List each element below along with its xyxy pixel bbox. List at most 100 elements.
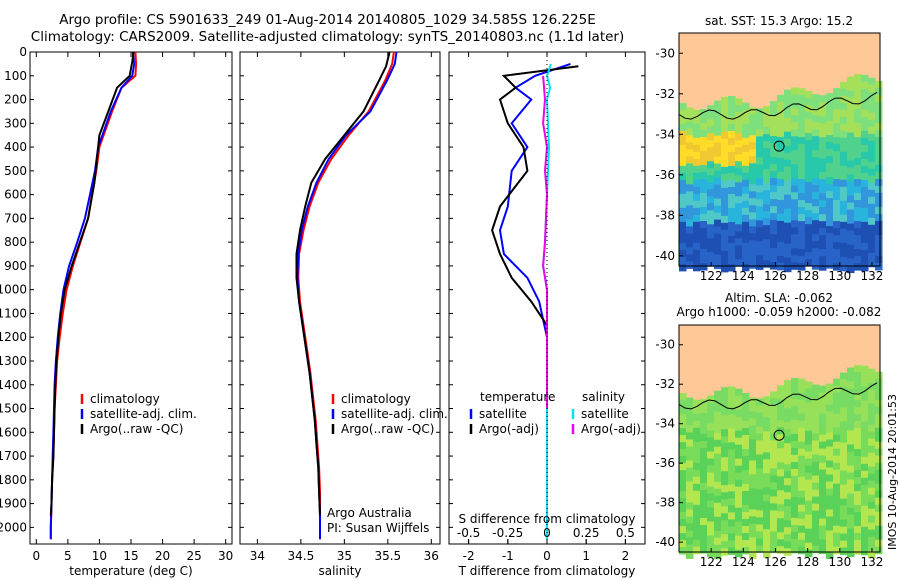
grid-cell bbox=[798, 200, 806, 208]
grid-cell bbox=[791, 143, 799, 151]
grid-cell bbox=[854, 421, 862, 429]
grid-cell bbox=[756, 108, 764, 116]
grid-cell bbox=[819, 462, 827, 471]
grid-cell bbox=[791, 503, 799, 512]
grid-cell bbox=[847, 111, 855, 120]
grid-cell bbox=[784, 499, 792, 507]
grid-cell bbox=[735, 245, 743, 253]
grid-cell bbox=[707, 486, 715, 494]
grid-cell bbox=[679, 505, 687, 513]
grid-cell bbox=[868, 203, 876, 212]
grid-cell bbox=[693, 497, 701, 506]
grid-cell bbox=[693, 406, 701, 415]
grid-cell bbox=[777, 462, 785, 470]
grid-cell bbox=[721, 499, 729, 507]
grid-cell bbox=[854, 165, 862, 173]
grid-cell bbox=[826, 93, 834, 101]
grid-cell bbox=[805, 458, 813, 467]
grid-cell bbox=[707, 203, 715, 211]
grid-cell bbox=[707, 126, 715, 134]
grid-cell bbox=[805, 119, 813, 127]
grid-cell bbox=[791, 454, 799, 463]
grid-cell bbox=[798, 179, 806, 187]
map-y-tick-label: -38 bbox=[655, 496, 675, 510]
grid-cell bbox=[763, 211, 771, 219]
grid-cell bbox=[784, 408, 792, 416]
grid-cell bbox=[805, 168, 813, 176]
grid-cell bbox=[854, 95, 862, 103]
grid-cell bbox=[679, 214, 687, 223]
grid-cell bbox=[854, 372, 862, 380]
grid-cell bbox=[861, 505, 869, 514]
grid-cell bbox=[728, 110, 736, 118]
grid-cell bbox=[742, 435, 750, 443]
y-tick-label: 1800 bbox=[0, 473, 27, 487]
grid-cell bbox=[826, 446, 834, 454]
grid-cell bbox=[812, 412, 820, 421]
grid-cell bbox=[707, 252, 715, 260]
grid-cell bbox=[805, 238, 813, 246]
grid-cell bbox=[854, 151, 862, 159]
grid-cell bbox=[749, 114, 757, 122]
grid-cell bbox=[679, 435, 687, 443]
grid-cell bbox=[805, 451, 813, 460]
grid-cell bbox=[749, 481, 757, 489]
grid-cell bbox=[714, 418, 722, 427]
grid-cell bbox=[826, 404, 834, 412]
grid-cell bbox=[791, 115, 799, 123]
grid-cell bbox=[728, 498, 736, 506]
grid-cell bbox=[861, 484, 869, 493]
grid-cell bbox=[805, 395, 813, 404]
grid-cell bbox=[826, 383, 834, 391]
grid-cell bbox=[854, 144, 862, 152]
grid-cell bbox=[728, 215, 736, 223]
grid-cell bbox=[819, 200, 827, 208]
y-tick-label: 500 bbox=[4, 164, 27, 178]
grid-cell bbox=[735, 514, 743, 523]
grid-cell bbox=[868, 105, 876, 114]
grid-cell bbox=[693, 532, 701, 541]
grid-cell bbox=[854, 442, 862, 450]
grid-cell bbox=[868, 529, 876, 538]
grid-cell bbox=[770, 426, 778, 434]
grid-cell bbox=[826, 128, 834, 136]
grid-cell bbox=[868, 543, 876, 552]
grid-cell bbox=[812, 192, 820, 200]
legend-title: salinity bbox=[582, 390, 625, 404]
grid-cell bbox=[763, 403, 771, 411]
grid-cell bbox=[777, 255, 785, 264]
grid-cell bbox=[735, 154, 743, 162]
grid-cell bbox=[805, 430, 813, 439]
x-tick-label: 35.5 bbox=[374, 549, 401, 563]
grid-cell bbox=[861, 81, 869, 90]
x-tick-label: -2 bbox=[463, 549, 475, 563]
grid-cell bbox=[861, 116, 869, 125]
grid-cell bbox=[700, 193, 708, 201]
grid-cell bbox=[707, 231, 715, 239]
grid-cell bbox=[840, 249, 848, 258]
grid-cell bbox=[791, 164, 799, 172]
grid-cell bbox=[700, 413, 708, 421]
grid-cell bbox=[721, 450, 729, 458]
grid-cell bbox=[749, 544, 757, 552]
grid-cell bbox=[826, 184, 834, 192]
grid-cell bbox=[826, 516, 834, 524]
grid-cell bbox=[756, 115, 764, 123]
grid-cell bbox=[798, 427, 806, 436]
grid-cell bbox=[812, 171, 820, 179]
grid-cell bbox=[721, 145, 729, 154]
grid-cell bbox=[700, 427, 708, 435]
grid-cell bbox=[812, 150, 820, 158]
grid-cell bbox=[798, 214, 806, 222]
grid-cell bbox=[707, 105, 715, 113]
grid-cell bbox=[686, 261, 694, 269]
grid-cell bbox=[875, 441, 883, 450]
grid-cell bbox=[693, 179, 701, 188]
grid-cell bbox=[763, 508, 771, 516]
x-tick-label: 36 bbox=[424, 549, 439, 563]
grid-cell bbox=[770, 419, 778, 427]
grid-cell bbox=[770, 241, 778, 249]
grid-cell bbox=[826, 254, 834, 262]
grid-cell bbox=[763, 190, 771, 198]
grid-cell bbox=[833, 546, 841, 555]
